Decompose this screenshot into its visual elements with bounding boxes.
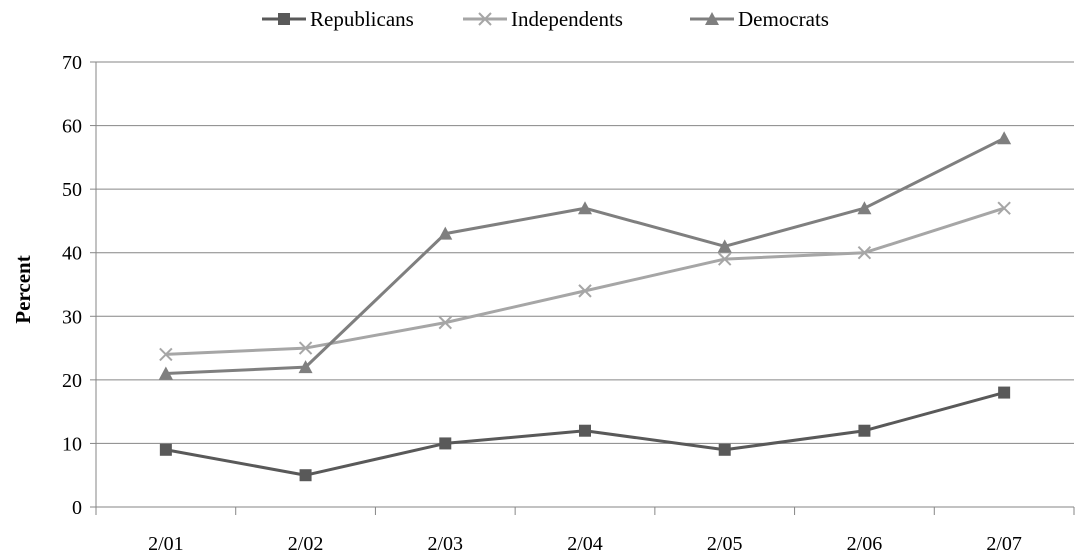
x-tick-label: 2/03 <box>428 533 464 555</box>
series-layer <box>159 131 1011 481</box>
x-tick-label: 2/05 <box>707 533 743 555</box>
y-tick-label: 0 <box>72 497 82 519</box>
legend: Republicans Independents Democrats <box>262 7 829 31</box>
y-tick-label: 50 <box>62 179 82 201</box>
series-republicans <box>160 387 1010 482</box>
y-tick-label: 20 <box>62 370 82 392</box>
data-point-triangle <box>997 131 1011 144</box>
x-tick-label: 2/04 <box>567 533 603 555</box>
x-tick-label: 2/07 <box>986 533 1022 555</box>
legend-item-republicans: Republicans <box>262 7 414 31</box>
legend-item-democrats: Democrats <box>690 7 829 31</box>
data-point-square <box>858 425 870 437</box>
series-line-democrats <box>166 138 1004 373</box>
data-point-square <box>579 425 591 437</box>
data-point-square <box>998 387 1010 399</box>
series-independents <box>160 202 1010 360</box>
y-tick-label: 60 <box>62 116 82 138</box>
data-point-square <box>300 469 312 481</box>
data-point-square <box>439 437 451 449</box>
x-tick-label: 2/06 <box>847 533 883 555</box>
legend-label: Republicans <box>310 7 414 31</box>
legend-item-independents: Independents <box>463 7 623 31</box>
series-line-independents <box>166 208 1004 354</box>
legend-label: Independents <box>511 7 623 31</box>
data-point-square <box>278 13 290 25</box>
data-point-square <box>160 444 172 456</box>
y-tick-label: 10 <box>62 433 82 455</box>
series-democrats <box>159 131 1011 379</box>
x-tick-label: 2/02 <box>288 533 324 555</box>
axes: 0 10 20 30 40 50 60 70 2/01 2/02 2/03 2/04 2/05 2/06 2… <box>62 52 1074 555</box>
gridlines <box>96 62 1074 507</box>
data-point-square <box>719 444 731 456</box>
y-axis-title: Percent <box>11 255 35 323</box>
y-tick-label: 30 <box>62 306 82 328</box>
x-tick-label: 2/01 <box>148 533 184 555</box>
y-tick-label: 70 <box>62 52 82 74</box>
data-point-triangle <box>857 201 871 214</box>
legend-label: Democrats <box>738 7 829 31</box>
y-tick-label: 40 <box>62 243 82 265</box>
